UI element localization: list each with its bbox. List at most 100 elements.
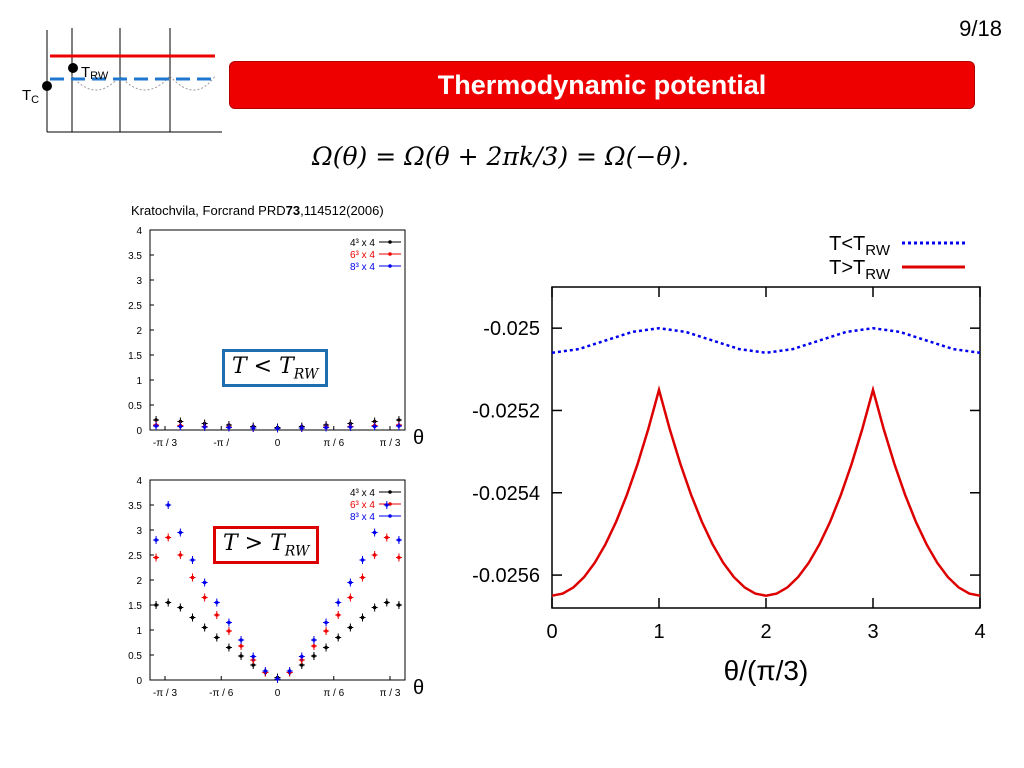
legend-marker [388,240,392,244]
data-point-marker [190,615,195,620]
tc-point [42,81,52,91]
y-tick-label: 1 [136,376,142,387]
data-point-marker [299,663,304,667]
x-tick-label: -π / 3 [153,438,178,449]
data-point-marker [324,620,328,625]
series-line [551,385,981,597]
y-tick-label: 1.5 [128,601,142,612]
citation-volume: 73 [285,203,301,218]
data-point-marker [178,530,183,535]
x-tick-label: π / 6 [323,438,344,449]
data-point-marker [312,638,316,642]
data-point-marker [166,535,171,540]
legend-label: 6³ x 4 [350,500,375,511]
data-point-marker [299,654,304,659]
data-point-marker [202,595,207,600]
data-point-marker [154,424,158,428]
data-point-marker [324,629,328,633]
data-point-marker [348,580,353,585]
data-point-marker [263,669,268,673]
data-point-marker [397,603,401,607]
y-tick-label: 0.5 [128,401,142,412]
data-point-marker [166,503,171,507]
data-point-marker [324,645,328,650]
data-point-marker [227,645,231,650]
data-point-marker [384,503,389,507]
x-tick-label: π / 3 [380,438,401,449]
data-point-marker [202,580,207,585]
data-point-marker [336,613,341,617]
data-point-marker [312,644,316,648]
x-tick-label: 0 [275,438,281,449]
y-tick-label: 3.5 [128,251,142,262]
data-point-marker [214,613,219,617]
data-point-marker [397,538,401,542]
phase-diagram-inset: TC TRW [22,28,222,133]
x-tick-label: -π / [213,438,229,449]
y-tick-label: 3.5 [128,501,142,512]
theta-axis-symbol: θ [413,427,424,449]
y-tick-label: -0.0254 [472,483,540,505]
data-point-marker [239,644,243,648]
data-point-marker [397,555,401,560]
data-point-marker [384,535,389,540]
data-point-marker [360,558,365,562]
legend-label: 6³ x 4 [350,250,375,261]
data-point-marker [251,426,256,430]
y-tick-label: 4 [136,476,142,487]
citation-authors: Kratochvila, Forcrand PRD [131,203,286,218]
x-tick-label: -π / 6 [209,688,234,699]
data-point-marker [251,663,256,667]
legend-marker [388,252,392,256]
data-point-marker [372,424,377,429]
y-tick-label: 1 [136,626,142,637]
data-point-marker [178,424,183,429]
data-point-marker [312,654,316,658]
x-tick-label: π / 6 [323,688,344,699]
citation-rest: ,114512(2006) [300,203,384,218]
data-point-marker [384,600,389,605]
y-tick-label: 1.5 [128,351,142,362]
x-tick-label: 3 [867,621,878,643]
y-tick-label: 2 [136,326,142,337]
page-number: 9/18 [959,16,1002,41]
legend-marker [388,490,392,494]
legend-label: T<TRW [829,233,891,259]
data-point-marker [372,530,377,535]
y-tick-label: 2.5 [128,551,142,562]
data-point-marker [275,677,280,681]
slide-title: Thermodynamic potential [437,69,767,100]
data-point-marker [324,425,328,430]
legend-marker [388,514,392,518]
data-point-marker [372,553,377,557]
data-point-marker [299,426,304,430]
data-point-marker [190,558,195,562]
citation: Kratochvila, Forcrand PRD73,114512(2006) [131,203,384,218]
data-point-marker [227,425,231,430]
data-point-marker [239,654,243,658]
data-point-marker [202,625,207,630]
y-tick-label: -0.0252 [472,400,540,422]
data-point-marker [239,638,243,642]
data-point-marker [154,418,158,422]
legend-label: 8³ x 4 [350,512,375,523]
chart-bottom-left: 0 0.5 1 1.5 2 2.5 3 3.5 4 -π / 3 -π / 6 0 π / 6 π / 3… [128,476,424,699]
y-tick-label: -0.025 [483,318,540,340]
data-point-marker [348,625,353,630]
data-point-marker [214,635,219,640]
data-point-marker [397,424,401,428]
series-line [551,326,981,355]
data-point-marker [251,654,256,659]
y-tick-label: 2.5 [128,301,142,312]
chart-top-left: 0 0.5 1 1.5 2 2.5 3 3.5 4 -π / 3 -π / 0 π / 6 π / 3 θ 4… [128,226,424,449]
data-point-marker [275,426,280,431]
y-tick-label: 2 [136,576,142,587]
data-point-marker [287,669,292,673]
tag-low-temperature: T < TRW [222,349,329,388]
data-point-marker [397,418,401,422]
data-point-marker [202,425,207,429]
data-point-marker [348,425,353,429]
inset-arcs [71,75,216,91]
x-tick-label: 2 [760,621,771,643]
legend-label: 4³ x 4 [350,488,375,499]
